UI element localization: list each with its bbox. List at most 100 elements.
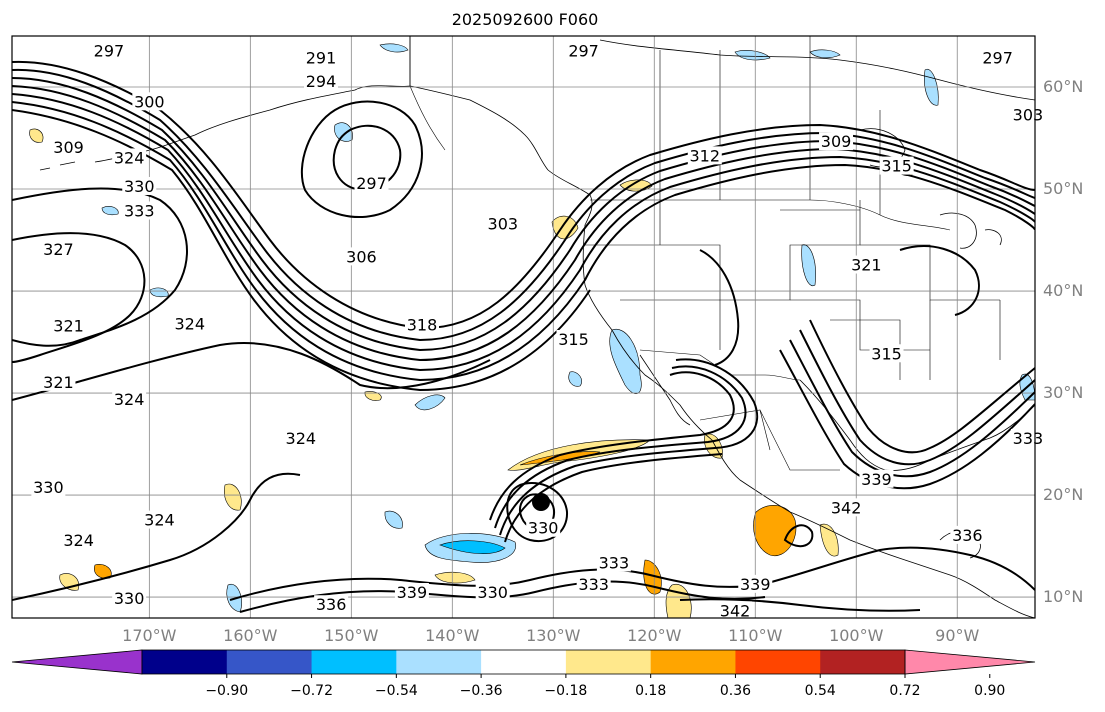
contour-line (239, 580, 766, 613)
contour-line (12, 472, 301, 601)
shading-blob-yellow (224, 483, 242, 511)
border-us-canada (590, 199, 951, 231)
colorbar-tick-label: −0.18 (544, 683, 588, 699)
colorbar-extend-max (904, 649, 1036, 675)
colorbar-tick-label: −0.72 (290, 683, 333, 699)
contour-line (12, 187, 188, 347)
longitude-label: 100°W (829, 626, 884, 645)
contour-label-background (172, 314, 207, 333)
colorbar-tick-label: −0.36 (459, 683, 503, 699)
contour-label-background (112, 589, 147, 608)
omega-shading-layer (29, 43, 1035, 618)
contour-label: 321 (43, 373, 74, 392)
shading-blob-yellow (364, 391, 382, 401)
latitude-label: 60°N (1043, 77, 1084, 96)
contour-line (12, 232, 146, 363)
border-canada-provinces (659, 36, 881, 215)
contour-label: 315 (881, 157, 912, 176)
contour-label-background (1010, 105, 1045, 124)
contour-label: 324 (63, 531, 94, 550)
contour-line (12, 60, 1035, 330)
colorbar-extend-min (11, 649, 143, 675)
contour-label-background (1010, 428, 1045, 447)
contour-label-background (122, 201, 157, 220)
shading-blob-lightblue (801, 244, 816, 287)
latitude-label: 40°N (1043, 281, 1084, 301)
contour-label: 339 (397, 583, 428, 602)
contour-label: 333 (599, 553, 630, 572)
colorbar-segment (396, 650, 482, 674)
contour-line (506, 482, 569, 543)
shading-blob-lightblue (568, 371, 582, 387)
contour-label: 336 (952, 526, 983, 545)
colorbar-segment (226, 650, 313, 674)
contour-label: 312 (689, 146, 720, 165)
contour-label: 333 (1013, 429, 1044, 448)
contour-label: 321 (851, 256, 882, 275)
contour-label: 330 (33, 478, 64, 497)
contour-line (899, 245, 980, 316)
contour-line (779, 349, 1035, 490)
coastline-layer (39, 36, 1035, 618)
contour-line (229, 568, 761, 601)
shading-blob-yellow (29, 128, 44, 143)
longitude-label: 90°W (935, 626, 980, 645)
contour-label-background (849, 255, 884, 274)
contour-label-background (142, 510, 177, 529)
colorbar-tick-label: 0.36 (719, 683, 752, 699)
contour-label: 324 (174, 315, 205, 334)
coastline-baja (639, 354, 691, 426)
longitude-label: 120°W (627, 626, 682, 645)
contour-label-background (41, 240, 76, 259)
contour-label: 324 (114, 390, 145, 409)
colorbar-segment (565, 650, 652, 674)
contour-line (12, 68, 1035, 342)
contour-line (12, 101, 1035, 382)
longitude-label: 110°W (728, 626, 783, 645)
shading-blob-orange (94, 564, 112, 579)
contour-label-background (51, 316, 86, 335)
contour-label: 339 (740, 575, 771, 594)
colorbar-segment (820, 650, 906, 674)
storm-center-marker (532, 493, 550, 511)
colorbar (11, 649, 1036, 678)
shading-blob-orange (519, 451, 601, 466)
contour-line (699, 249, 740, 366)
longitude-label: 170°W (122, 626, 177, 645)
shading-blob-blue (439, 540, 506, 554)
coastline-alaska (149, 36, 549, 171)
contour-labels-layer: 297 291 294 297 297 300 309 324 330 333 297 327 306 3… (31, 41, 1045, 620)
colorbar-tick-label: 0.54 (804, 683, 836, 699)
contour-label: 339 (861, 470, 892, 489)
contour-label: 291 (306, 48, 337, 67)
contour-label: 297 (568, 41, 599, 60)
contour-label: 342 (720, 601, 751, 620)
map-title: 2025092600 F060 (451, 10, 599, 29)
contour-label-background (61, 530, 96, 549)
contour-label: 315 (871, 344, 902, 363)
colorbar-tick-label: 0.18 (635, 683, 667, 699)
contour-label-background (819, 132, 854, 151)
contour-label: 294 (306, 72, 337, 91)
contour-label-background (869, 344, 904, 363)
political-borders-layer (409, 36, 1001, 471)
contour-label-background (405, 315, 440, 334)
contour-label: 333 (124, 201, 155, 220)
colorbar-segment (650, 650, 736, 674)
colorbar-tick-label: −0.90 (205, 683, 249, 699)
contour-label-background (91, 41, 126, 60)
colorbar-segment (142, 650, 228, 674)
shading-blob-lightblue (101, 206, 119, 216)
coastline-gulf (799, 379, 1035, 471)
contour-label: 318 (407, 316, 438, 335)
shading-blob-lightblue (734, 50, 771, 61)
longitude-label: 130°W (526, 626, 581, 645)
latitude-label: 10°N (1043, 587, 1084, 607)
border-states-1 (585, 200, 861, 301)
colorbar-segment (311, 650, 397, 674)
contour-label: 330 (124, 177, 155, 196)
contour-line (799, 329, 1035, 466)
contour-label: 300 (134, 92, 165, 111)
contour-label: 303 (1013, 106, 1044, 125)
